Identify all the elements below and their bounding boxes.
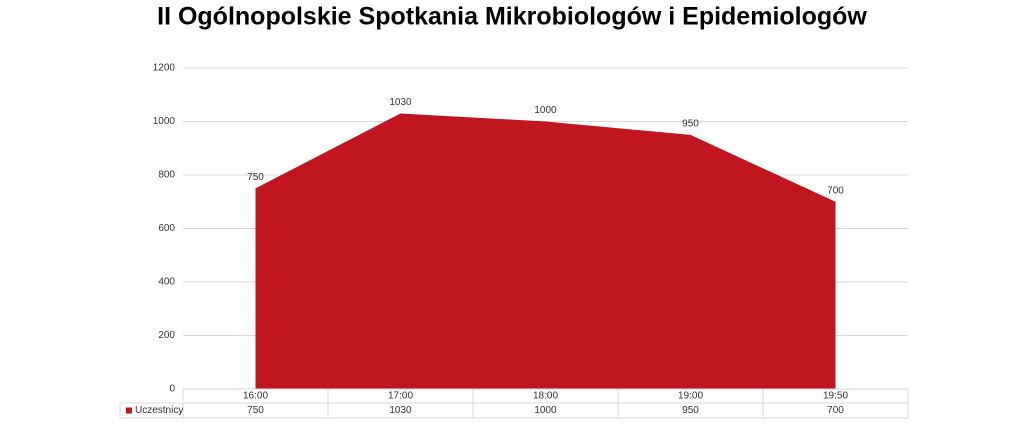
- table-value: 950: [682, 405, 699, 416]
- x-tick-label: 19:00: [678, 391, 703, 402]
- chart-title: II Ogólnopolskie Spotkania Mikrobiologów…: [157, 3, 867, 31]
- x-tick-label: 17:00: [388, 391, 413, 402]
- y-tick-label: 1200: [153, 63, 176, 74]
- y-tick-label: 600: [158, 223, 175, 234]
- table-value: 1030: [389, 405, 412, 416]
- y-tick-label: 0: [169, 384, 175, 395]
- data-label: 700: [827, 185, 844, 196]
- data-label: 950: [682, 119, 699, 130]
- y-tick-label: 1000: [153, 116, 176, 127]
- table-value: 700: [827, 405, 844, 416]
- legend-swatch: [126, 407, 132, 414]
- data-label: 1030: [389, 97, 412, 108]
- data-label: 1000: [534, 105, 557, 116]
- data-label: 750: [247, 172, 264, 183]
- y-tick-label: 400: [158, 277, 175, 288]
- y-tick-label: 800: [158, 170, 175, 181]
- x-tick-label: 18:00: [533, 391, 558, 402]
- table-value: 750: [247, 405, 264, 416]
- y-tick-label: 200: [158, 330, 175, 341]
- x-tick-label: 19:50: [823, 391, 848, 402]
- area: [255, 113, 836, 389]
- legend-label: Uczestnicy: [135, 405, 183, 416]
- table-value: 1000: [534, 405, 557, 416]
- x-tick-label: 16:00: [243, 391, 268, 402]
